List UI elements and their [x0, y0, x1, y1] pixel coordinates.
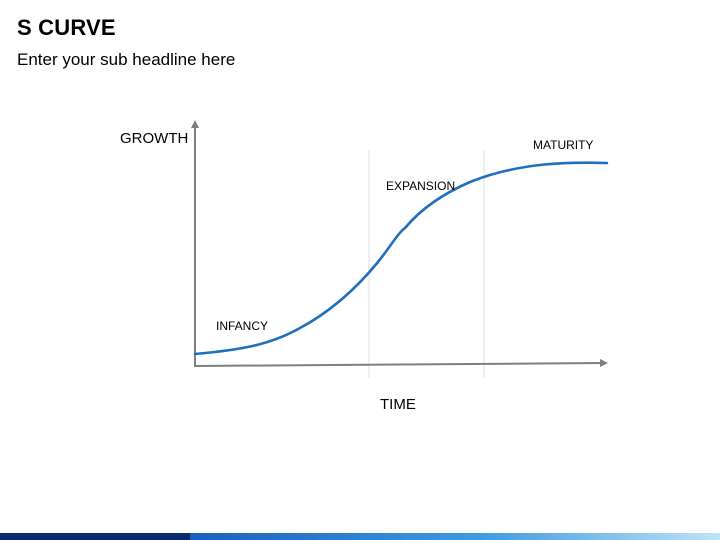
bottom-bar-gradient-segment	[190, 533, 720, 540]
y-axis-label: GROWTH	[120, 130, 188, 147]
x-axis	[194, 359, 608, 368]
slide-title: S CURVE	[17, 15, 116, 40]
bottom-accent-bar	[0, 533, 720, 540]
stage-label-maturity: MATURITY	[533, 138, 593, 152]
x-axis-label: TIME	[380, 396, 416, 413]
bottom-bar-dark-segment	[0, 533, 190, 540]
slide-subtitle: Enter your sub headline here	[17, 50, 236, 69]
s-curve-line	[193, 161, 609, 356]
stage-label-infancy: INFANCY	[216, 319, 268, 333]
stage-label-expansion: EXPANSION	[386, 179, 455, 193]
